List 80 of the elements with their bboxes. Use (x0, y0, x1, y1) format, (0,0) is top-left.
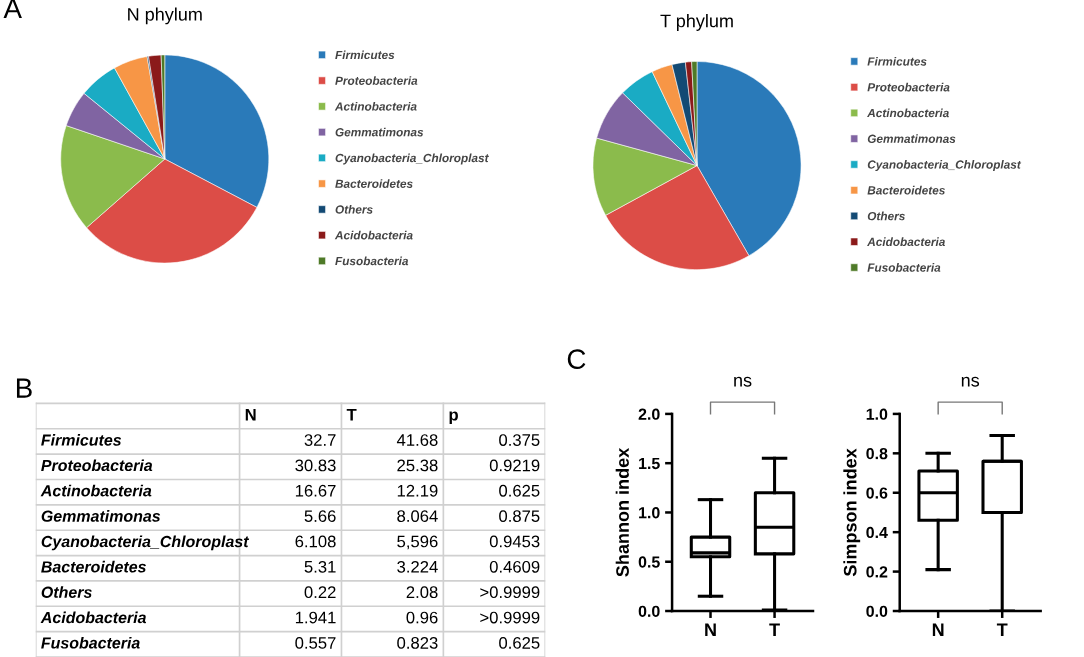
text: 41.68 (396, 434, 438, 446)
text: 16.67 (295, 484, 336, 497)
text: 25.38 (397, 459, 438, 472)
legend-label: Bacteroidetes (867, 185, 945, 195)
legend-label: Firmicutes (335, 50, 395, 60)
text: ns (734, 376, 752, 387)
chart-title: T phylum (660, 14, 733, 31)
text: 32.7 (304, 434, 336, 446)
y-axis-title: Shannon index (615, 447, 629, 577)
text: 0.875 (499, 510, 540, 523)
text: 6.108 (295, 535, 336, 548)
text: >0.9999 (480, 586, 540, 599)
text: >0.9999 (480, 611, 540, 624)
text: 0.4609 (489, 560, 540, 573)
legend-label: Acidobacteria (867, 237, 945, 247)
legend-label: Gemmatimonas (335, 127, 424, 137)
legend-label: Fusobacteria (335, 256, 409, 266)
text: ns (961, 376, 980, 387)
x-tick-label: N (932, 623, 944, 636)
y-tick-label: 1.5 (639, 457, 660, 470)
y-tick-label: 1.0 (639, 507, 660, 519)
y-tick-label: 0.2 (866, 566, 888, 578)
legend-label: Cyanobacteria_Chloroplast (335, 153, 489, 165)
legend-label: Gemmatimonas (867, 134, 956, 143)
legend-label: Proteobacteria (867, 82, 950, 92)
text: 1.941 (295, 611, 336, 624)
legend-label: Acidobacteria (334, 230, 413, 240)
legend-label: Firmicutes (867, 57, 927, 66)
legend-label: Fusobacteria (867, 263, 941, 272)
legend-label: Actinobacteria (867, 108, 949, 118)
text: 3.224 (397, 560, 438, 573)
category-label: Proteobacteria (41, 459, 153, 472)
text: 5.66 (304, 510, 336, 523)
text: 0.557 (295, 636, 336, 649)
category-label: Actinobacteria (40, 484, 152, 497)
y-tick-label: 2.0 (638, 408, 660, 420)
y-tick-label: 0.8 (866, 447, 888, 460)
y-tick-label: 0.6 (866, 487, 888, 499)
text: C (567, 349, 586, 369)
x-tick-label: N (705, 623, 716, 636)
category-label: T (346, 408, 357, 421)
y-tick-label: 0.4 (866, 526, 888, 539)
y-tick-label: 0.0 (866, 605, 888, 617)
text: B (16, 378, 32, 398)
x-tick-label: T (996, 623, 1008, 636)
text: 2.08 (406, 586, 438, 599)
category-label: N (245, 408, 256, 421)
category-label: Firmicutes (41, 434, 122, 446)
category-label: p (449, 411, 458, 424)
text: 0.9219 (489, 459, 540, 472)
legend-label: Cyanobacteria_Chloroplast (867, 160, 1022, 172)
text: 30.83 (295, 459, 336, 472)
text: 0.625 (499, 484, 540, 497)
legend-label: Bacteroidetes (335, 179, 413, 188)
text: 8.064 (397, 510, 438, 523)
category-label: Cyanobacteria_Chloroplast (41, 535, 250, 551)
text: 5,596 (397, 535, 438, 550)
text: 12.19 (397, 484, 438, 497)
category-label: Others (41, 586, 92, 598)
category-label: Bacteroidetes (41, 560, 146, 573)
y-axis-title: Simpson index (843, 448, 861, 577)
y-tick-label: 0.0 (638, 605, 660, 617)
legend-label: Others (867, 211, 905, 221)
legend-label: Others (335, 205, 373, 214)
chart-title: N phylum (128, 7, 202, 25)
text: 0.22 (304, 586, 336, 599)
text: 5.31 (304, 560, 336, 573)
text: 0.375 (499, 434, 540, 446)
legend-label: Actinobacteria (334, 101, 417, 111)
category-label: Gemmatimonas (41, 510, 161, 522)
text: 0.96 (406, 611, 438, 624)
category-label: Acidobacteria (40, 611, 147, 624)
category-label: Fusobacteria (41, 636, 140, 649)
text: 0.9453 (489, 535, 540, 548)
x-tick-label: T (769, 623, 780, 636)
y-tick-label: 0.5 (638, 556, 660, 568)
text: 0.823 (397, 636, 438, 649)
legend-label: Proteobacteria (335, 76, 418, 85)
text: 0.625 (499, 636, 540, 649)
y-tick-label: 1.0 (866, 408, 888, 420)
